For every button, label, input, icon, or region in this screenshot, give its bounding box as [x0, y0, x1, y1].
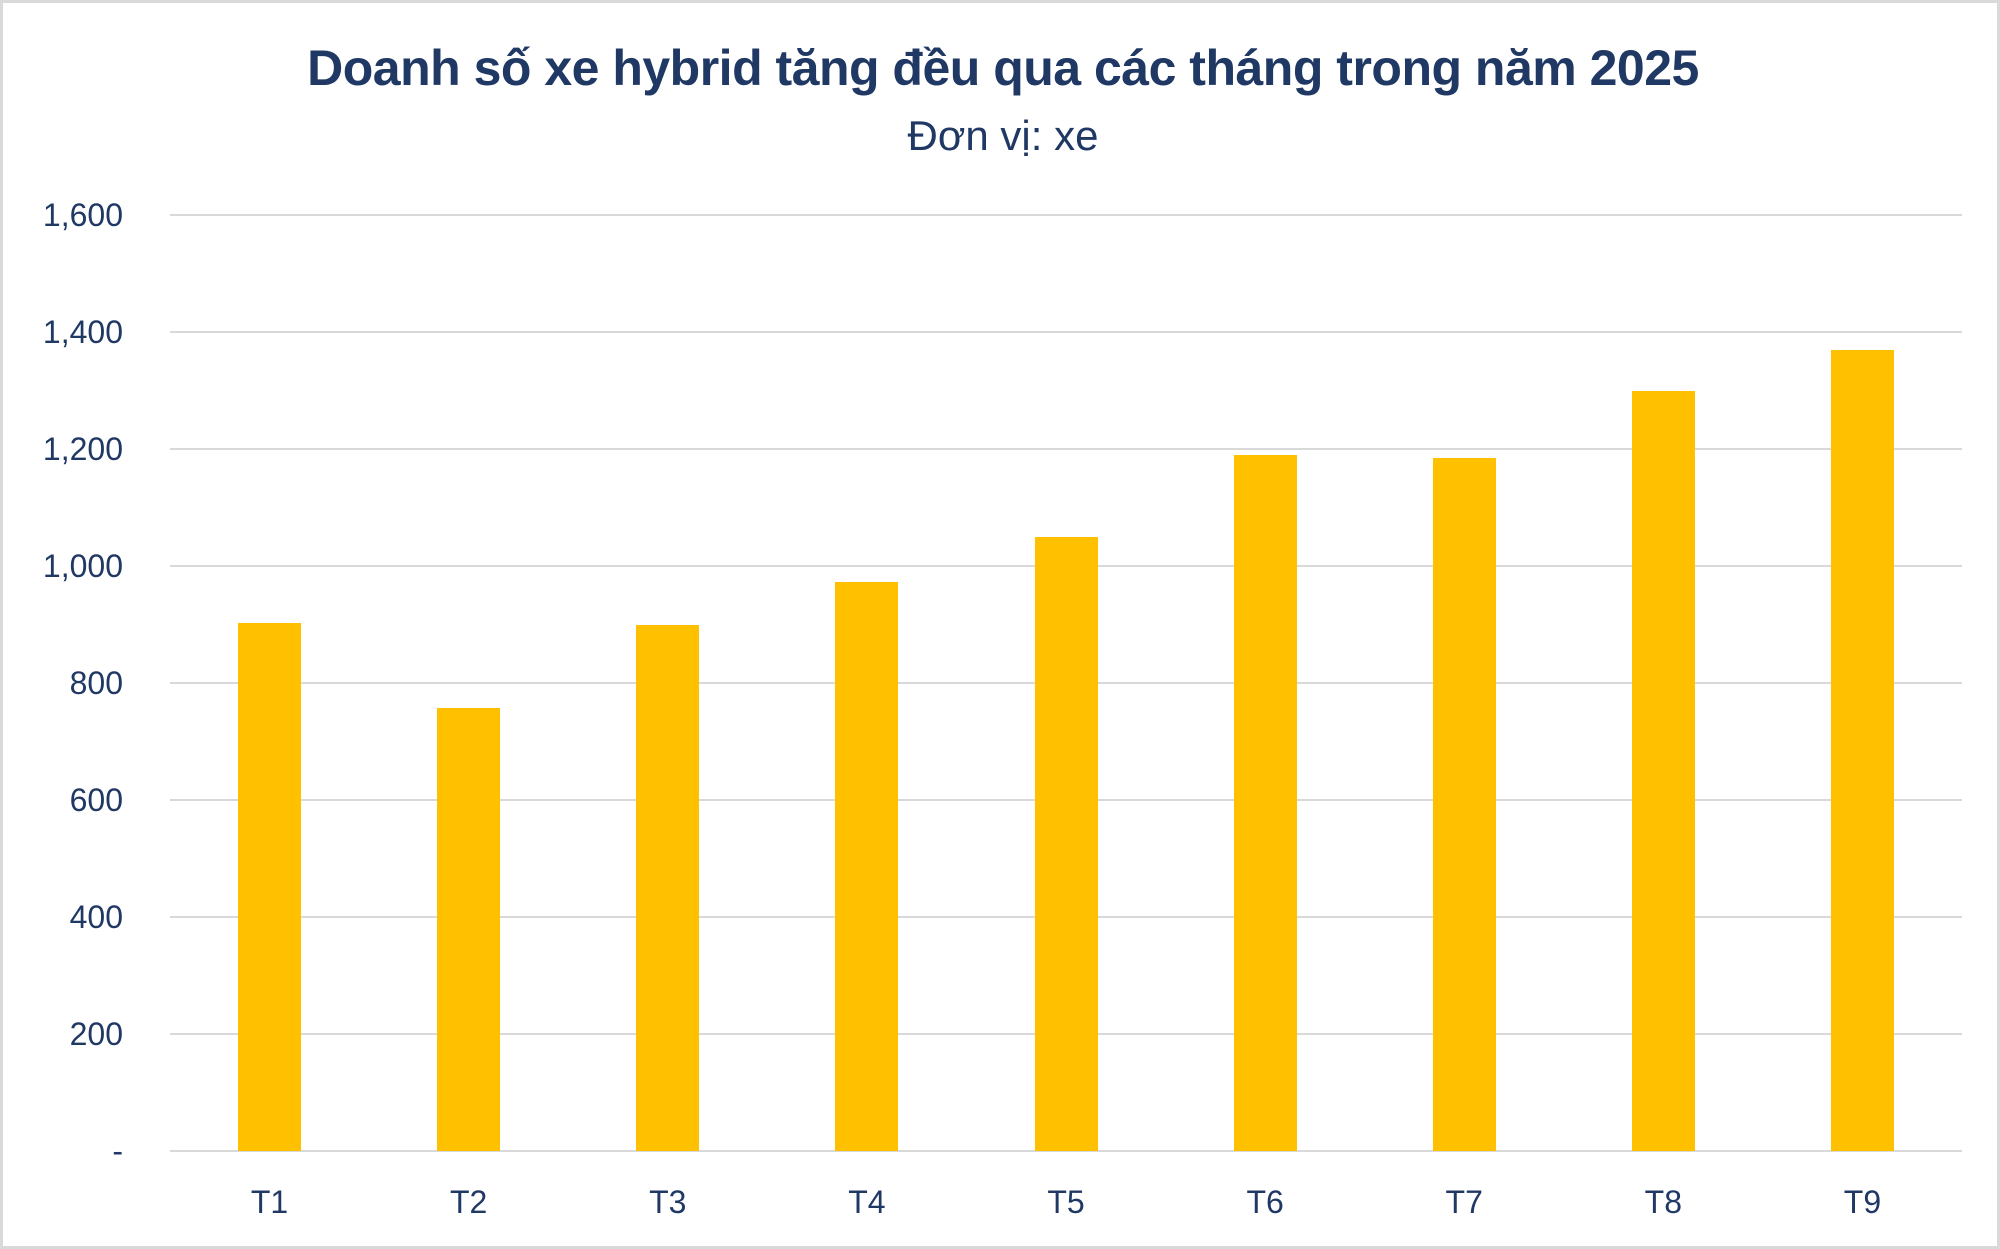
x-axis-tick-label: T1	[250, 1184, 289, 1220]
bar-t1	[238, 622, 302, 1151]
x-axis-tick-label: T2	[449, 1184, 488, 1220]
chart-subtitle: Đơn vị: xe	[907, 112, 1099, 159]
x-axis-tick-label: T4	[848, 1184, 886, 1220]
x-axis-tick-label: T8	[1644, 1184, 1682, 1220]
bar-t8	[1631, 390, 1695, 1151]
chart-title: Doanh số xe hybrid tăng đều qua các thán…	[307, 40, 1699, 96]
bar-t6	[1233, 454, 1297, 1151]
y-axis-tick-label: 1,200	[42, 431, 123, 467]
y-axis-tick-label: 1,600	[42, 197, 123, 233]
gridline	[170, 448, 1962, 450]
bar-t3	[636, 624, 700, 1151]
x-axis-tick-label: T5	[1047, 1184, 1085, 1220]
y-axis-tick-label: 400	[69, 899, 123, 935]
y-axis-tick-label: 1,000	[42, 548, 123, 584]
gridline	[170, 331, 1962, 333]
y-axis-tick-label: 600	[69, 782, 123, 818]
y-axis-tick-label: 200	[69, 1016, 123, 1052]
y-axis-tick-label: 1,400	[42, 314, 123, 350]
bar-t2	[437, 708, 501, 1151]
x-axis-tick-label: T7	[1445, 1184, 1483, 1220]
x-axis-tick-label: T3	[649, 1184, 687, 1220]
gridline	[170, 1150, 1962, 1152]
bar-t4	[835, 581, 899, 1151]
gridline	[170, 214, 1962, 216]
bar-t9	[1830, 349, 1894, 1151]
bar-t7	[1432, 457, 1496, 1151]
bar-t5	[1034, 536, 1098, 1151]
y-axis-tick-label: -	[112, 1133, 123, 1169]
x-axis-tick-label: T9	[1843, 1184, 1882, 1220]
y-axis-tick-label: 800	[69, 665, 123, 701]
x-axis-tick-label: T6	[1246, 1184, 1284, 1220]
